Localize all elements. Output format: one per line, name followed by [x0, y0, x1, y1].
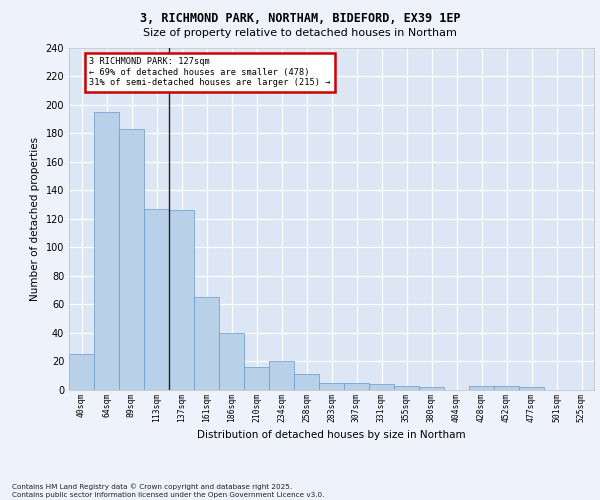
Text: 3, RICHMOND PARK, NORTHAM, BIDEFORD, EX39 1EP: 3, RICHMOND PARK, NORTHAM, BIDEFORD, EX3… [140, 12, 460, 26]
X-axis label: Distribution of detached houses by size in Northam: Distribution of detached houses by size … [197, 430, 466, 440]
Text: 3 RICHMOND PARK: 127sqm
← 69% of detached houses are smaller (478)
31% of semi-d: 3 RICHMOND PARK: 127sqm ← 69% of detache… [89, 58, 331, 88]
Bar [144, 209, 169, 390]
Bar [269, 362, 294, 390]
Bar [319, 383, 344, 390]
Bar [94, 112, 119, 390]
Bar [344, 383, 369, 390]
Bar [394, 386, 419, 390]
Bar [369, 384, 394, 390]
Bar [419, 387, 444, 390]
Text: Size of property relative to detached houses in Northam: Size of property relative to detached ho… [143, 28, 457, 38]
Bar [494, 386, 519, 390]
Bar [69, 354, 94, 390]
Y-axis label: Number of detached properties: Number of detached properties [30, 136, 40, 301]
Text: Contains HM Land Registry data © Crown copyright and database right 2025.
Contai: Contains HM Land Registry data © Crown c… [12, 484, 325, 498]
Bar [244, 367, 269, 390]
Bar [169, 210, 194, 390]
Bar [219, 333, 244, 390]
Bar [469, 386, 494, 390]
Bar [519, 387, 544, 390]
Bar [294, 374, 319, 390]
Bar [194, 297, 219, 390]
Bar [119, 129, 144, 390]
